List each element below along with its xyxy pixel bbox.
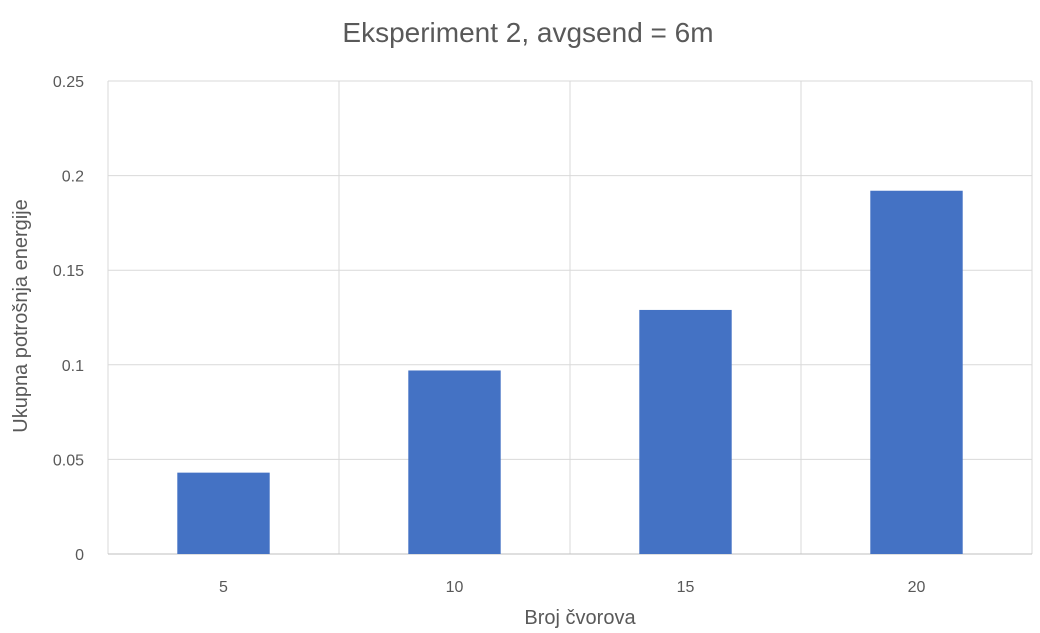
- x-tick-label: 20: [908, 579, 926, 596]
- y-axis-label: Ukupna potrošnja energije: [10, 199, 32, 433]
- y-tick-label: 0.05: [53, 452, 84, 469]
- x-tick-label: 15: [677, 579, 695, 596]
- x-tick-label: 10: [446, 579, 464, 596]
- chart-title: Eksperiment 2, avgsend = 6m: [342, 17, 713, 48]
- y-tick-label: 0.25: [53, 74, 84, 91]
- y-tick-label: 0.2: [62, 169, 84, 186]
- y-tick-label: 0.15: [53, 263, 84, 280]
- bar-5: [177, 473, 269, 554]
- y-tick-label: 0: [75, 547, 84, 564]
- x-tick-label: 5: [219, 579, 228, 596]
- bar-15: [639, 310, 731, 554]
- bar-20: [870, 191, 962, 554]
- x-axis-label: Broj čvorova: [524, 607, 636, 629]
- bar-10: [408, 370, 500, 554]
- y-tick-label: 0.1: [62, 358, 84, 375]
